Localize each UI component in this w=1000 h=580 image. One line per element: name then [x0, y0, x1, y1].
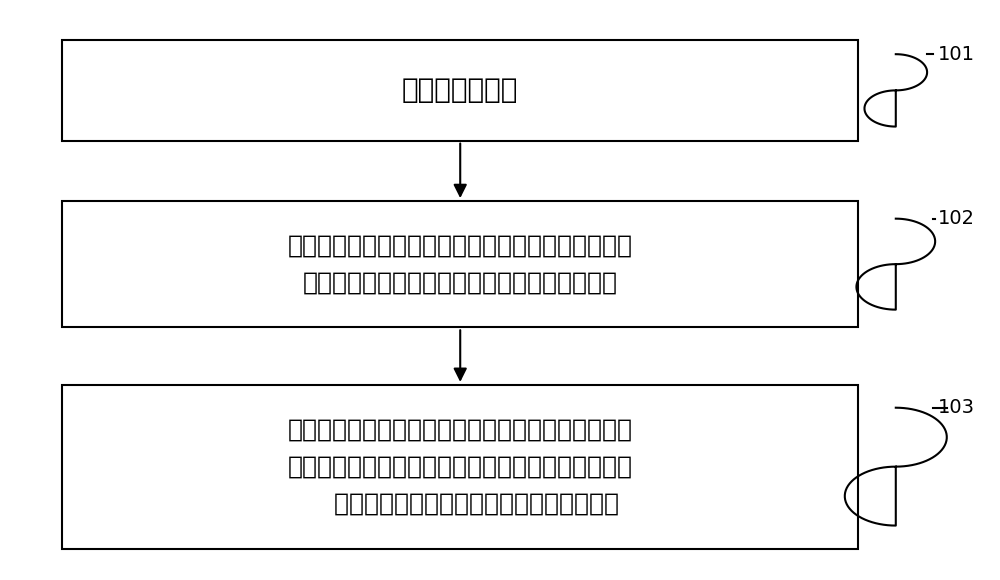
Text: 接收定速启动信号，根据定速启动信号确定与目标速
度值对应的驱动信号，通过驱动信号驱动探伤车: 接收定速启动信号，根据定速启动信号确定与目标速 度值对应的驱动信号，通过驱动信号… [288, 234, 633, 295]
Text: 监测探伤车的当前速度值，将当前速度值与目标速度
值进行比较，根据比较结果调整驱动信号，通过调整
    后的驱动信号驱动探伤车以目标速度值行驶: 监测探伤车的当前速度值，将当前速度值与目标速度 值进行比较，根据比较结果调整驱动… [288, 418, 633, 516]
Text: 101: 101 [938, 45, 975, 64]
FancyBboxPatch shape [62, 385, 858, 549]
FancyBboxPatch shape [62, 201, 858, 327]
Text: 接收目标速度值: 接收目标速度值 [402, 77, 518, 104]
Text: 102: 102 [938, 209, 975, 228]
FancyBboxPatch shape [62, 40, 858, 140]
Text: 103: 103 [938, 398, 975, 417]
